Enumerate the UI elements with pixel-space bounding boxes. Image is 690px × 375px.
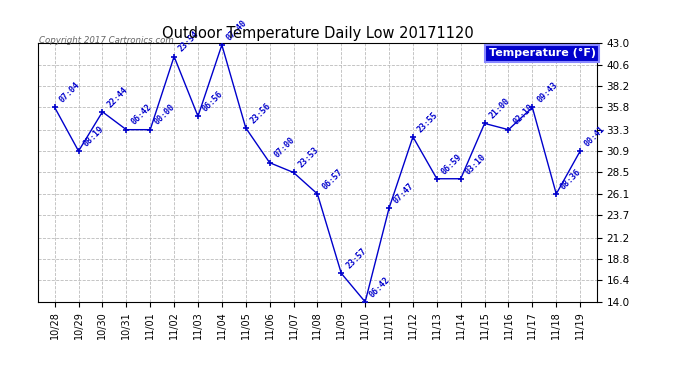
Text: 06:57: 06:57: [320, 167, 344, 191]
Text: 06:42: 06:42: [368, 275, 392, 299]
Text: 23:56: 23:56: [248, 101, 273, 125]
Text: 08:19: 08:19: [81, 124, 106, 148]
Text: 23:53: 23:53: [296, 146, 320, 170]
Text: 06:59: 06:59: [440, 152, 464, 176]
Text: Copyright 2017 Cartronics.com: Copyright 2017 Cartronics.com: [39, 36, 173, 45]
Text: Temperature (°F): Temperature (°F): [489, 48, 595, 58]
Text: 00:41: 00:41: [583, 124, 607, 148]
Text: 22:44: 22:44: [105, 85, 129, 109]
Text: 23:57: 23:57: [344, 246, 368, 270]
Text: 00:00: 00:00: [153, 103, 177, 127]
Text: 23:54: 23:54: [177, 30, 201, 54]
Text: 02:10: 02:10: [511, 103, 535, 127]
Text: 07:40: 07:40: [225, 18, 248, 42]
Text: 21:00: 21:00: [487, 97, 511, 121]
Title: Outdoor Temperature Daily Low 20171120: Outdoor Temperature Daily Low 20171120: [161, 26, 473, 40]
Text: 03:10: 03:10: [464, 152, 488, 176]
Text: 08:36: 08:36: [559, 167, 583, 191]
Text: 07:47: 07:47: [392, 182, 416, 206]
Text: 06:56: 06:56: [201, 90, 225, 114]
Text: 06:42: 06:42: [129, 103, 153, 127]
Text: 09:43: 09:43: [535, 81, 559, 105]
Text: 07:00: 07:00: [273, 136, 297, 160]
Text: 23:55: 23:55: [415, 110, 440, 134]
Text: 07:04: 07:04: [57, 81, 81, 105]
